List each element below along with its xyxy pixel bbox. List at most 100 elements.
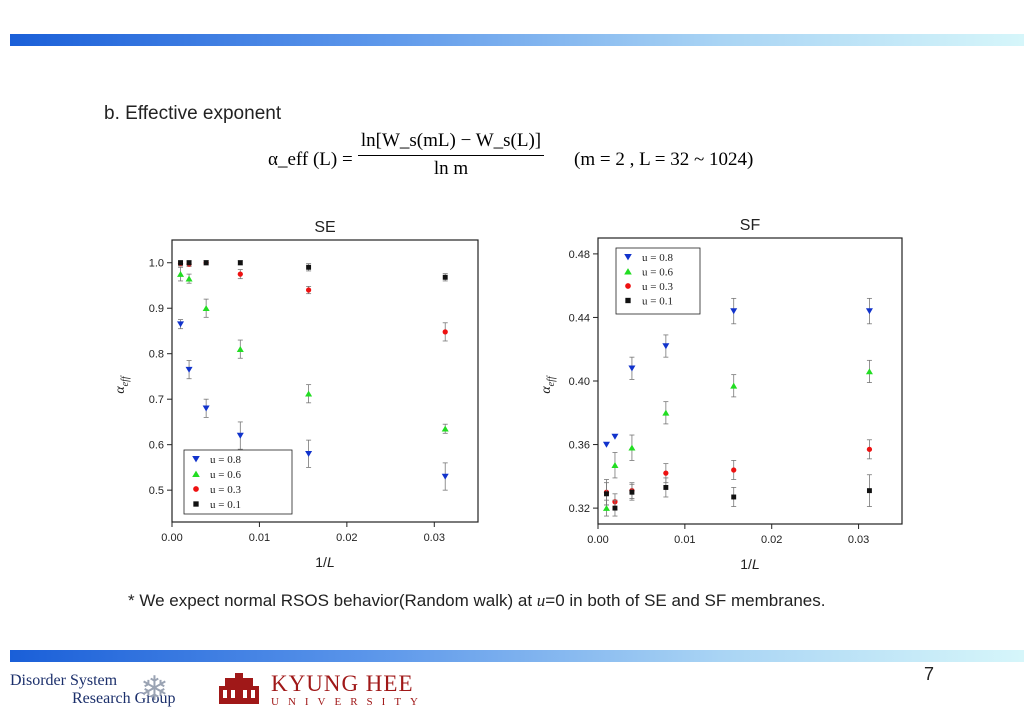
se-y-axis-label: αeff bbox=[113, 375, 131, 394]
data-point bbox=[629, 489, 635, 495]
sf-x-tick-label: 0.03 bbox=[848, 534, 869, 546]
legend-entry-label: u = 0.1 bbox=[642, 296, 673, 308]
sf-y-tick-label: 0.36 bbox=[569, 440, 590, 452]
se-x-tick-label: 0.03 bbox=[424, 532, 445, 544]
legend-marker bbox=[625, 297, 631, 304]
se-plot-frame bbox=[171, 239, 479, 523]
sf-x-tick-label: 0.00 bbox=[587, 534, 608, 546]
dsrg-logo-line1: Disorder System bbox=[10, 672, 118, 689]
data-point bbox=[611, 433, 619, 440]
section-heading: b. Effective exponent bbox=[104, 103, 282, 124]
sf-legend: u = 0.8 u = 0.6 u = 0.3 u = 0.1 bbox=[615, 247, 701, 315]
data-point bbox=[236, 432, 244, 439]
legend-box bbox=[183, 449, 293, 515]
data-point bbox=[177, 321, 185, 328]
footnote-suffix: =0 in both of SE and SF membranes. bbox=[545, 591, 826, 610]
se-y-tick-label: 0.8 bbox=[149, 349, 164, 361]
university-seal-icon bbox=[219, 673, 259, 704]
data-point bbox=[185, 366, 193, 373]
footnote-var: u bbox=[536, 591, 546, 610]
se-chart-title: SE bbox=[314, 219, 335, 236]
data-point bbox=[663, 485, 669, 490]
se-y-tick-label: 0.7 bbox=[149, 394, 164, 406]
legend-marker bbox=[192, 470, 200, 478]
sf-y-tick-label: 0.44 bbox=[569, 312, 590, 324]
footnote-prefix: * We expect normal RSOS behavior(Random … bbox=[128, 591, 537, 610]
effective-exponent-formula: α_eff (L) = ln[W_s(mL) − W_s(L)] ln m (m… bbox=[268, 130, 788, 190]
legend-box bbox=[615, 247, 701, 315]
top-gradient-bar bbox=[10, 34, 1024, 46]
data-point bbox=[237, 260, 243, 266]
formula-denominator: ln m bbox=[433, 158, 469, 179]
formula-condition: (m = 2 , L = 32 ~ 1024) bbox=[574, 149, 754, 170]
sf-y-tick-label: 0.40 bbox=[569, 376, 590, 388]
data-point bbox=[177, 270, 185, 277]
data-point bbox=[442, 274, 448, 280]
data-point bbox=[178, 260, 183, 266]
data-point bbox=[305, 390, 313, 397]
data-point bbox=[865, 368, 873, 375]
sf-x-tick-label: 0.01 bbox=[674, 534, 695, 546]
legend-marker bbox=[624, 268, 632, 275]
data-point bbox=[866, 488, 872, 494]
data-point bbox=[186, 260, 192, 266]
legend-marker bbox=[625, 283, 631, 289]
se-chart: SE 0.00 0.01 0.02 0.03 0.5 0.6 0.7 0.8 0.9 1.0 1/L α… bbox=[113, 219, 479, 570]
legend-entry-label: u = 0.8 bbox=[642, 252, 673, 264]
se-y-tick-label: 1.0 bbox=[149, 258, 164, 270]
data-point bbox=[662, 343, 670, 350]
data-point bbox=[662, 409, 670, 416]
sf-series-u-0-6 bbox=[602, 359, 873, 517]
sf-series-u-0-3 bbox=[603, 439, 873, 511]
data-point bbox=[730, 382, 738, 389]
dsrg-logo: Disorder System Research Group ❄ bbox=[10, 670, 210, 715]
formula-fraction: ln[W_s(mL) − W_s(L)] ln m bbox=[358, 130, 544, 180]
se-x-tick-label: 0.02 bbox=[336, 532, 357, 544]
se-y-tick-label: 0.9 bbox=[149, 303, 164, 315]
legend-entry-label: u = 0.6 bbox=[642, 267, 673, 279]
formula-numerator: ln[W_s(mL) − W_s(L)] bbox=[360, 130, 542, 151]
se-x-tick-label: 0.00 bbox=[161, 532, 182, 544]
data-point bbox=[731, 467, 737, 473]
se-series-u-0-8 bbox=[177, 319, 449, 491]
dsrg-logo-line2: Research Group bbox=[72, 690, 176, 707]
data-point bbox=[441, 473, 449, 480]
se-series-u-0-6 bbox=[177, 266, 449, 434]
legend-entry-label: u = 0.8 bbox=[210, 454, 241, 466]
sf-y-axis-label: αeff bbox=[539, 375, 557, 394]
sf-chart: SF 0.00 0.01 0.02 0.03 0.32 0.36 0.40 0.44 0.48 1/… bbox=[539, 217, 903, 572]
sf-y-tick-label: 0.32 bbox=[569, 503, 590, 515]
data-point bbox=[185, 275, 193, 282]
khu-logo-sub: UNIVERSITY bbox=[271, 696, 427, 708]
legend-entry-label: u = 0.1 bbox=[210, 499, 241, 511]
fraction-line bbox=[358, 155, 544, 156]
data-point bbox=[306, 264, 312, 270]
se-y-tick-label: 0.5 bbox=[149, 485, 164, 497]
formula-lhs: α_eff (L) = bbox=[268, 149, 353, 170]
legend-marker bbox=[192, 455, 200, 463]
se-x-tick-label: 0.01 bbox=[249, 532, 270, 544]
data-point bbox=[865, 308, 873, 315]
data-point bbox=[442, 329, 448, 335]
khu-logo: KYUNG HEE UNIVERSITY bbox=[215, 668, 455, 714]
sf-x-tick-label: 0.02 bbox=[761, 534, 782, 546]
data-point bbox=[305, 450, 313, 457]
data-point bbox=[305, 287, 312, 293]
data-point bbox=[236, 346, 244, 352]
se-series-u-0-1 bbox=[178, 260, 448, 282]
data-point bbox=[730, 308, 738, 315]
data-point bbox=[202, 405, 210, 412]
legend-entry-label: u = 0.6 bbox=[210, 469, 241, 481]
sf-series-u-0-1 bbox=[603, 474, 872, 517]
snowflake-icon: ❄ bbox=[140, 670, 169, 708]
sf-y-tick-label: 0.48 bbox=[569, 249, 590, 261]
data-point bbox=[602, 441, 610, 448]
data-point bbox=[604, 491, 609, 497]
data-point bbox=[731, 494, 737, 500]
legend-marker bbox=[624, 253, 632, 261]
data-point bbox=[203, 260, 209, 266]
footnote: * We expect normal RSOS behavior(Random … bbox=[128, 591, 825, 611]
bottom-gradient-bar bbox=[10, 650, 1024, 662]
sf-chart-title: SF bbox=[740, 217, 761, 234]
se-series-u-0-3 bbox=[177, 260, 448, 342]
